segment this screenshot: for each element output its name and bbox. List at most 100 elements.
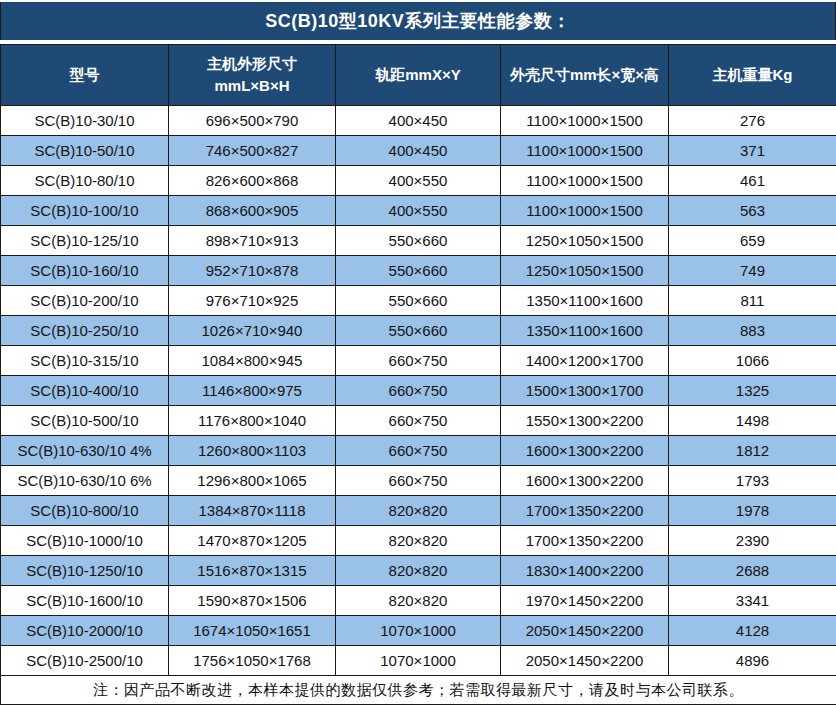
table-cell: SC(B)10-2500/10 bbox=[1, 646, 169, 676]
table-cell: 400×450 bbox=[336, 106, 501, 136]
table-cell: 660×750 bbox=[336, 406, 501, 436]
table-row: SC(B)10-1000/101470×870×1205820×8201700×… bbox=[1, 526, 836, 556]
table-cell: 883 bbox=[669, 316, 836, 346]
table-cell: 1146×800×975 bbox=[169, 376, 336, 406]
table-cell: 1470×870×1205 bbox=[169, 526, 336, 556]
table-cell: 1384×870×1118 bbox=[169, 496, 336, 526]
table-cell: 1250×1050×1500 bbox=[501, 256, 669, 286]
table-cell: SC(B)10-630/10 6% bbox=[1, 466, 169, 496]
table-cell: 1674×1050×1651 bbox=[169, 616, 336, 646]
table-cell: SC(B)10-630/10 4% bbox=[1, 436, 169, 466]
table-cell: SC(B)10-100/10 bbox=[1, 196, 169, 226]
table-cell: SC(B)10-2000/10 bbox=[1, 616, 169, 646]
col-header-dimensions: 主机外形尺寸 mmL×B×H bbox=[169, 45, 336, 106]
table-cell: SC(B)10-400/10 bbox=[1, 376, 169, 406]
table-cell: 1100×1000×1500 bbox=[501, 136, 669, 166]
spec-sheet: SC(B)10型10KV系列主要性能参数： 型号 主机外形尺寸 mmL×B×H … bbox=[0, 2, 836, 705]
spec-table: 型号 主机外形尺寸 mmL×B×H 轨距mmX×Y 外壳尺寸mm长×宽×高 主机… bbox=[0, 44, 836, 705]
table-cell: 1100×1000×1500 bbox=[501, 196, 669, 226]
table-cell: SC(B)10-1250/10 bbox=[1, 556, 169, 586]
table-cell: 660×750 bbox=[336, 346, 501, 376]
table-cell: 1600×1300×2200 bbox=[501, 466, 669, 496]
col-header-rail-gauge-label: 轨距mmX×Y bbox=[375, 66, 460, 83]
footnote-row: 注：因产品不断改进，本样本提供的数据仅供参考；若需取得最新尺寸，请及时与本公司联… bbox=[1, 676, 836, 705]
col-header-dimensions-label: 主机外形尺寸 bbox=[173, 53, 331, 75]
table-cell: 400×550 bbox=[336, 166, 501, 196]
table-cell: SC(B)10-30/10 bbox=[1, 106, 169, 136]
table-cell: 1026×710×940 bbox=[169, 316, 336, 346]
col-header-rail-gauge: 轨距mmX×Y bbox=[336, 45, 501, 106]
table-row: SC(B)10-400/101146×800×975660×7501500×13… bbox=[1, 376, 836, 406]
table-body: SC(B)10-30/10696×500×790400×4501100×1000… bbox=[1, 106, 836, 676]
table-cell: 660×750 bbox=[336, 436, 501, 466]
table-cell: 820×820 bbox=[336, 586, 501, 616]
table-cell: 1070×1000 bbox=[336, 616, 501, 646]
table-cell: 1498 bbox=[669, 406, 836, 436]
col-header-weight: 主机重量Kg bbox=[669, 45, 836, 106]
table-cell: 4128 bbox=[669, 616, 836, 646]
table-row: SC(B)10-30/10696×500×790400×4501100×1000… bbox=[1, 106, 836, 136]
table-cell: SC(B)10-250/10 bbox=[1, 316, 169, 346]
table-cell: 820×820 bbox=[336, 526, 501, 556]
table-cell: 2050×1450×2200 bbox=[501, 616, 669, 646]
table-cell: 1100×1000×1500 bbox=[501, 166, 669, 196]
table-cell: 1350×1100×1600 bbox=[501, 316, 669, 346]
table-cell: 820×820 bbox=[336, 556, 501, 586]
table-row: SC(B)10-2000/101674×1050×16511070×100020… bbox=[1, 616, 836, 646]
table-cell: 749 bbox=[669, 256, 836, 286]
table-cell: 660×750 bbox=[336, 466, 501, 496]
table-row: SC(B)10-50/10746×500×827400×4501100×1000… bbox=[1, 136, 836, 166]
table-cell: 811 bbox=[669, 286, 836, 316]
table-cell: 820×820 bbox=[336, 496, 501, 526]
table-row: SC(B)10-630/10 6%1296×800×1065660×750160… bbox=[1, 466, 836, 496]
table-cell: 1793 bbox=[669, 466, 836, 496]
table-cell: 550×660 bbox=[336, 316, 501, 346]
table-cell: 1100×1000×1500 bbox=[501, 106, 669, 136]
table-row: SC(B)10-80/10826×600×868400×5501100×1000… bbox=[1, 166, 836, 196]
table-cell: SC(B)10-1000/10 bbox=[1, 526, 169, 556]
col-header-shell-size: 外壳尺寸mm长×宽×高 bbox=[501, 45, 669, 106]
table-cell: 1084×800×945 bbox=[169, 346, 336, 376]
col-header-model-label: 型号 bbox=[70, 66, 100, 83]
table-cell: SC(B)10-800/10 bbox=[1, 496, 169, 526]
col-header-model: 型号 bbox=[1, 45, 169, 106]
table-cell: SC(B)10-1600/10 bbox=[1, 586, 169, 616]
table-cell: 1296×800×1065 bbox=[169, 466, 336, 496]
table-cell: 2050×1450×2200 bbox=[501, 646, 669, 676]
table-cell: SC(B)10-80/10 bbox=[1, 166, 169, 196]
table-cell: 1978 bbox=[669, 496, 836, 526]
page-title-text: SC(B)10型10KV系列主要性能参数： bbox=[265, 9, 571, 33]
table-row: SC(B)10-630/10 4%1260×800×1103660×750160… bbox=[1, 436, 836, 466]
table-cell: SC(B)10-500/10 bbox=[1, 406, 169, 436]
table-cell: 976×710×925 bbox=[169, 286, 336, 316]
table-cell: 1516×870×1315 bbox=[169, 556, 336, 586]
table-cell: 1812 bbox=[669, 436, 836, 466]
table-row: SC(B)10-1600/101590×870×1506820×8201970×… bbox=[1, 586, 836, 616]
table-cell: 898×710×913 bbox=[169, 226, 336, 256]
col-header-shell-size-label: 外壳尺寸mm长×宽×高 bbox=[510, 66, 659, 83]
table-cell: 952×710×878 bbox=[169, 256, 336, 286]
table-row: SC(B)10-500/101176×800×1040660×7501550×1… bbox=[1, 406, 836, 436]
table-cell: 371 bbox=[669, 136, 836, 166]
table-cell: 696×500×790 bbox=[169, 106, 336, 136]
table-row: SC(B)10-800/101384×870×1118820×8201700×1… bbox=[1, 496, 836, 526]
table-cell: 1325 bbox=[669, 376, 836, 406]
table-row: SC(B)10-160/10952×710×878550×6601250×105… bbox=[1, 256, 836, 286]
table-cell: 1700×1350×2200 bbox=[501, 496, 669, 526]
table-cell: 1590×870×1506 bbox=[169, 586, 336, 616]
table-row: SC(B)10-315/101084×800×945660×7501400×12… bbox=[1, 346, 836, 376]
table-cell: 550×660 bbox=[336, 256, 501, 286]
table-cell: 1970×1450×2200 bbox=[501, 586, 669, 616]
footnote: 注：因产品不断改进，本样本提供的数据仅供参考；若需取得最新尺寸，请及时与本公司联… bbox=[1, 676, 836, 705]
table-cell: 550×660 bbox=[336, 286, 501, 316]
table-cell: 276 bbox=[669, 106, 836, 136]
table-cell: 1700×1350×2200 bbox=[501, 526, 669, 556]
table-cell: 1830×1400×2200 bbox=[501, 556, 669, 586]
table-row: SC(B)10-2500/101756×1050×17681070×100020… bbox=[1, 646, 836, 676]
table-cell: 868×600×905 bbox=[169, 196, 336, 226]
table-cell: 826×600×868 bbox=[169, 166, 336, 196]
table-cell: 2688 bbox=[669, 556, 836, 586]
table-cell: SC(B)10-160/10 bbox=[1, 256, 169, 286]
table-cell: 746×500×827 bbox=[169, 136, 336, 166]
table-cell: 1550×1300×2200 bbox=[501, 406, 669, 436]
